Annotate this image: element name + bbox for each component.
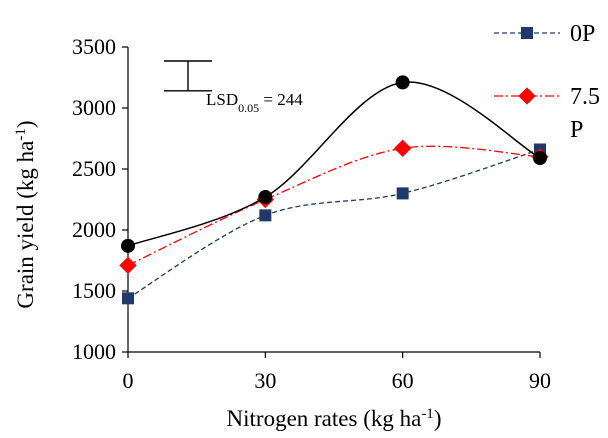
series-1-point — [396, 187, 409, 200]
axes: 1000 1500 2000 2500 3000 3500 0 30 60 90 Nitrogen … — [13, 34, 551, 431]
y-tick-label: 1500 — [72, 278, 116, 303]
legend-item: 0P — [494, 21, 595, 47]
legend-label: P — [570, 117, 583, 143]
series-1-line — [127, 148, 541, 299]
x-tick-label: 90 — [529, 368, 551, 393]
series-3-point — [395, 75, 410, 90]
series-1-point — [259, 209, 272, 222]
x-axis-title: Nitrogen rates (kg ha-1) — [227, 406, 442, 431]
y-tick-label: 3000 — [72, 95, 116, 120]
legend-item: 7.5 P — [494, 84, 600, 143]
lsd-annotation: LSD0.05 = 244 — [164, 60, 303, 115]
x-tick-label: 60 — [392, 368, 414, 393]
lsd-label: LSD0.05 = 244 — [206, 90, 303, 115]
series-1-point — [122, 292, 134, 305]
legend-label: 7.5 — [570, 84, 600, 110]
y-axis-title: Grain yield (kg ha-1) — [13, 120, 38, 308]
series-3-line — [127, 81, 541, 247]
legend-label: 0P — [570, 21, 595, 47]
y-tick-label: 3500 — [72, 34, 116, 59]
series-3-point — [258, 190, 273, 205]
y-tick-label: 2500 — [72, 156, 116, 181]
x-tick-label: 0 — [123, 368, 134, 393]
series-3 — [121, 75, 547, 253]
series-2-point — [393, 139, 412, 157]
series-3-point — [121, 238, 135, 253]
y-tick-label: 2000 — [72, 217, 116, 242]
series-2 — [119, 139, 549, 275]
x-tick-label: 30 — [254, 368, 276, 393]
series-2-point — [119, 256, 137, 275]
series-1 — [122, 143, 546, 305]
legend-swatch-marker — [521, 27, 533, 39]
series-3-point — [533, 151, 547, 166]
legend: 0P 7.5 P — [494, 21, 600, 143]
series-layer — [119, 75, 549, 305]
series-2-line — [127, 145, 541, 266]
y-tick-label: 1000 — [72, 339, 116, 364]
legend-swatch-marker — [518, 87, 536, 105]
